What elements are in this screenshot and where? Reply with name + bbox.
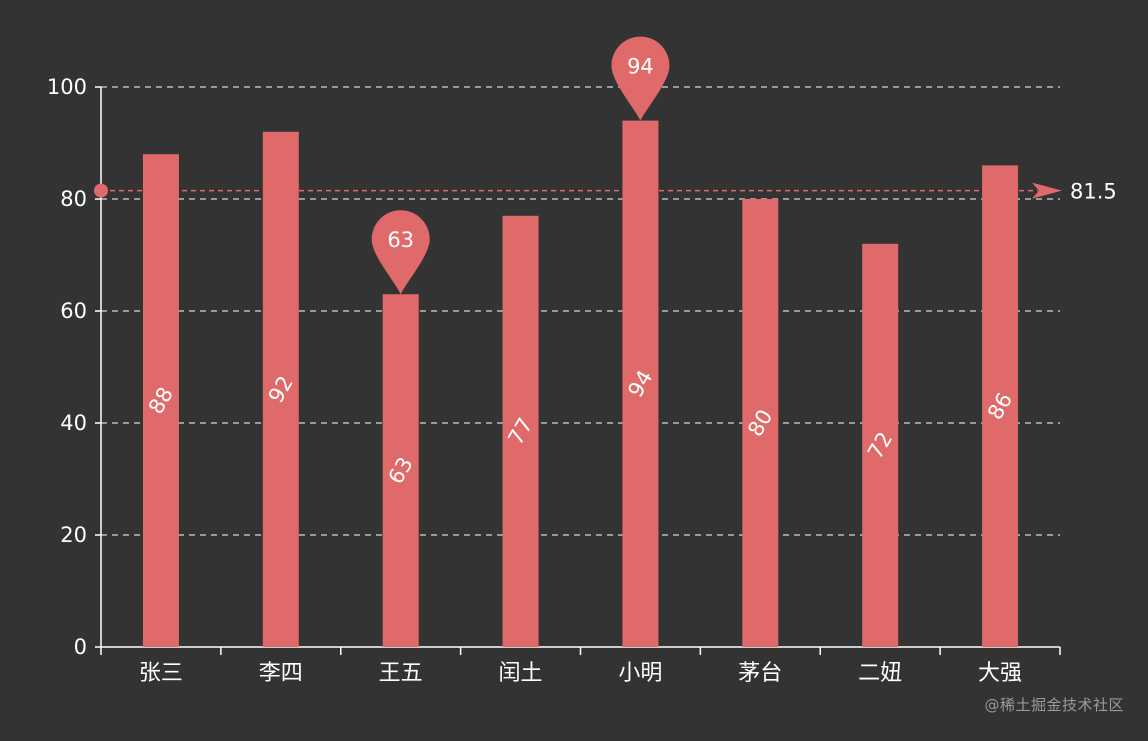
x-tick-label: 闰土 xyxy=(499,661,543,686)
mark-point-pin xyxy=(371,210,430,295)
mark-line-label: 81.5 xyxy=(1070,180,1117,204)
mark-line-start-dot xyxy=(94,183,108,198)
x-tick-label: 张三 xyxy=(139,661,183,686)
y-tick-label: 60 xyxy=(60,299,87,323)
mark-point-pin xyxy=(611,36,670,121)
y-tick-label: 0 xyxy=(74,635,87,659)
mark-point-label: 63 xyxy=(387,228,414,252)
mark-point-label: 94 xyxy=(627,55,654,79)
x-tick-label: 大强 xyxy=(978,661,1022,686)
bar xyxy=(982,165,1019,647)
bar xyxy=(142,154,179,647)
x-tick-label: 王五 xyxy=(379,661,423,686)
x-tick-label: 茅台 xyxy=(738,661,782,686)
bar xyxy=(742,199,779,647)
bar xyxy=(262,131,299,648)
bar xyxy=(382,294,419,647)
y-tick-label: 20 xyxy=(60,523,87,547)
y-tick-label: 40 xyxy=(60,411,87,435)
x-tick-label: 小明 xyxy=(618,661,662,686)
y-tick-label: 80 xyxy=(60,187,87,211)
x-tick-label: 二妞 xyxy=(858,661,902,686)
mark-line-arrow xyxy=(1032,182,1062,199)
y-tick-label: 100 xyxy=(47,75,87,99)
bar xyxy=(862,243,899,648)
bar xyxy=(502,215,539,648)
x-tick-label: 李四 xyxy=(259,661,303,686)
bar xyxy=(622,120,659,648)
watermark: @稀土掘金技术社区 xyxy=(984,696,1124,714)
